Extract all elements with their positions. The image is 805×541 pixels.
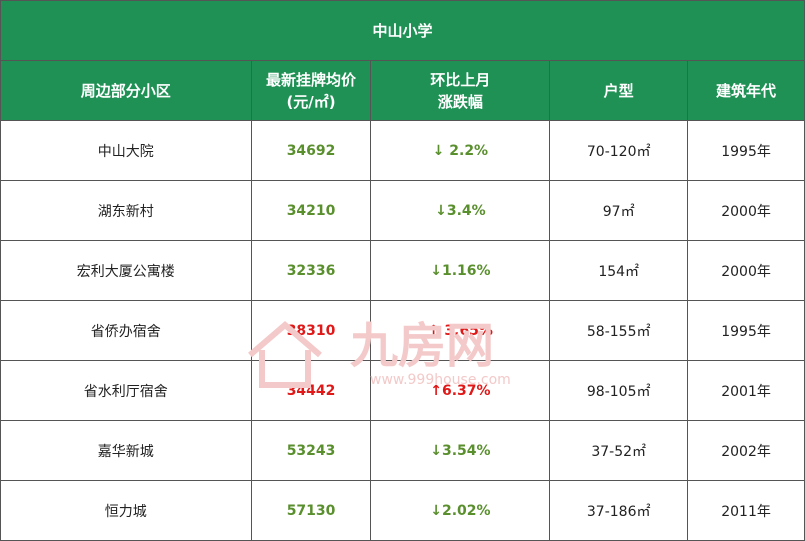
- table-row: 恒力城 57130 ↓2.02% 37-186㎡ 2011年: [0, 480, 805, 541]
- table-row: 省侨办宿舍 38310 ↑ 3.65% 58-155㎡ 1995年: [0, 300, 805, 361]
- cell-year: 1995年: [687, 300, 805, 361]
- cell-price: 34442: [250, 360, 372, 421]
- cell-price: 32336: [250, 240, 372, 301]
- cell-price: 34692: [250, 120, 372, 181]
- header-year: 建筑年代: [687, 60, 805, 121]
- header-price: 最新挂牌均价 (元/㎡): [250, 60, 372, 121]
- cell-layout: 97㎡: [549, 180, 689, 241]
- table-row: 宏利大厦公寓楼 32336 ↓1.16% 154㎡ 2000年: [0, 240, 805, 301]
- header-layout: 户型: [549, 60, 689, 121]
- cell-price: 57130: [250, 480, 372, 541]
- cell-year: 2011年: [687, 480, 805, 541]
- cell-year: 2000年: [687, 240, 805, 301]
- cell-community: 嘉华新城: [0, 420, 252, 481]
- cell-community: 湖东新村: [0, 180, 252, 241]
- cell-community: 省水利厅宿舍: [0, 360, 252, 421]
- cell-change: ↓1.16%: [370, 240, 551, 301]
- header-row: 周边部分小区 最新挂牌均价 (元/㎡) 环比上月 涨跌幅 户型 建筑年代: [0, 60, 805, 121]
- table-row: 湖东新村 34210 ↓3.4% 97㎡ 2000年: [0, 180, 805, 241]
- cell-price: 34210: [250, 180, 372, 241]
- header-community: 周边部分小区: [0, 60, 252, 121]
- cell-change: ↑6.37%: [370, 360, 551, 421]
- cell-price: 53243: [250, 420, 372, 481]
- cell-layout: 58-155㎡: [549, 300, 689, 361]
- cell-layout: 37-52㎡: [549, 420, 689, 481]
- cell-layout: 98-105㎡: [549, 360, 689, 421]
- cell-year: 2002年: [687, 420, 805, 481]
- cell-layout: 70-120㎡: [549, 120, 689, 181]
- cell-layout: 154㎡: [549, 240, 689, 301]
- cell-layout: 37-186㎡: [549, 480, 689, 541]
- cell-year: 2001年: [687, 360, 805, 421]
- cell-year: 2000年: [687, 180, 805, 241]
- cell-change: ↓3.54%: [370, 420, 551, 481]
- cell-change: ↑ 3.65%: [370, 300, 551, 361]
- table-row: 中山大院 34692 ↓ 2.2% 70-120㎡ 1995年: [0, 120, 805, 181]
- table-title: 中山小学: [0, 0, 805, 61]
- cell-price: 38310: [250, 300, 372, 361]
- cell-change: ↓ 2.2%: [370, 120, 551, 181]
- cell-community: 宏利大厦公寓楼: [0, 240, 252, 301]
- cell-change: ↓2.02%: [370, 480, 551, 541]
- cell-community: 中山大院: [0, 120, 252, 181]
- table-row: 嘉华新城 53243 ↓3.54% 37-52㎡ 2002年: [0, 420, 805, 481]
- table-title-row: 中山小学: [0, 0, 805, 61]
- cell-year: 1995年: [687, 120, 805, 181]
- header-change: 环比上月 涨跌幅: [370, 60, 551, 121]
- cell-community: 恒力城: [0, 480, 252, 541]
- cell-community: 省侨办宿舍: [0, 300, 252, 361]
- cell-change: ↓3.4%: [370, 180, 551, 241]
- table-row: 省水利厅宿舍 34442 ↑6.37% 98-105㎡ 2001年: [0, 360, 805, 421]
